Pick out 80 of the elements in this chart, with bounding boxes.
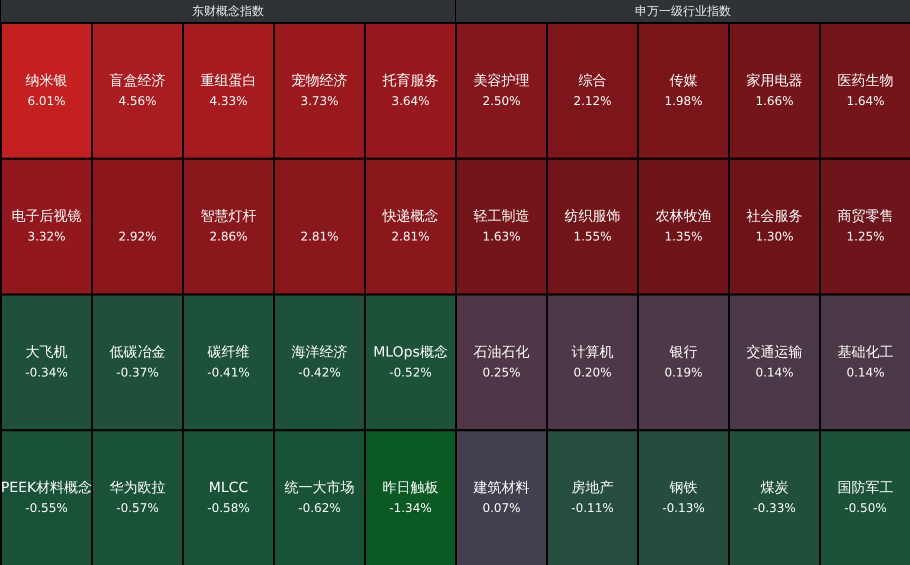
category-label: 农林牧渔 [656,208,712,225]
category-label: PEEK材料概念 [0,480,92,496]
category-label: 海洋经济 [292,344,348,360]
category-label: 昨日触板 [382,480,438,496]
category-label: 重组蛋白 [200,72,256,89]
category-label: 快递概念 [382,208,438,225]
data-label: -0.52% [389,365,432,380]
data-label: -1.34% [389,501,432,516]
category-label: 华为欧拉 [110,480,166,496]
category-label: 大飞机 [26,344,68,360]
category-label: 电子后视镜 [12,208,82,225]
data-label: 1.98% [664,94,703,108]
category-label: 房地产 [572,480,614,496]
data-label: 1.55% [573,230,612,244]
data-label: 2.86% [209,230,248,244]
category-label: 纳米银 [26,72,68,89]
text: 申万一级行业指数 [455,0,910,22]
data-label: 0.07% [482,501,521,516]
category-label: 纺织服饰 [564,208,620,225]
data-label: 2.12% [573,94,612,108]
data-label: 6.01% [27,94,66,108]
text: 东财概念指数 [0,0,455,22]
data-label: 2.81% [300,230,339,244]
data-label: 3.32% [27,230,66,244]
data-label: -0.11% [571,501,614,516]
category-label: 社会服务 [746,208,802,225]
data-label: 1.64% [846,94,885,108]
category-label: 交通运输 [746,344,802,360]
category-label: 碳纤维 [206,344,250,360]
category-label: 钢铁 [668,480,698,496]
category-label: MLCC [208,480,248,496]
data-label: 2.50% [482,94,521,108]
data-label: 1.30% [755,230,794,244]
data-label: -0.42% [298,365,341,380]
category-label: 美容护理 [474,72,530,89]
category-label: 传媒 [670,72,698,89]
data-label: 0.20% [573,365,612,380]
category-label: 石油石化 [474,344,530,360]
data-label: -0.41% [207,365,250,380]
data-label: -0.33% [753,501,796,516]
category-label: 煤炭 [760,480,788,496]
data-label: 3.73% [300,94,339,108]
data-label: -0.55% [25,501,68,516]
category-label: 盲盒经济 [110,72,166,89]
category-label: 托育服务 [382,72,438,89]
data-label: 4.33% [209,94,248,108]
data-label: 0.14% [755,365,794,380]
category-label: 统一大市场 [284,480,354,496]
data-label: 3.64% [391,94,430,108]
category-label: 智慧灯杆 [200,208,256,225]
data-label: -0.58% [207,501,250,516]
category-label: 计算机 [572,344,614,360]
category-label: 轻工制造 [474,208,530,225]
data-label: 4.56% [118,94,157,108]
data-label: -0.62% [298,501,341,516]
data-label: 1.35% [664,230,703,244]
data-label: 0.19% [664,365,703,380]
category-label: 建筑材料 [472,480,530,496]
data-label: -0.34% [25,365,68,380]
category-label: 低碳冶金 [110,344,166,360]
category-label: 基础化工 [838,344,894,360]
data-label: 1.25% [846,230,885,244]
category-label: MLOps概念 [373,344,448,360]
category-label: 家用电器 [746,72,802,89]
data-label: -0.37% [116,365,159,380]
data-label: 0.14% [846,365,885,380]
data-label: -0.57% [116,501,159,516]
data-label: -0.13% [662,501,705,516]
data-label: 0.25% [482,365,521,380]
data-label: -0.50% [844,501,887,516]
data-label: 2.92% [118,230,157,244]
data-label: 1.66% [755,94,794,108]
data-label: 1.63% [482,230,521,244]
category-label: 医药生物 [838,72,894,89]
category-label: 宠物经济 [292,72,348,89]
category-label: 银行 [668,344,698,360]
category-label: 国防军工 [838,480,894,496]
category-label: 综合 [578,72,606,89]
category-label: 商贸零售 [838,208,894,225]
data-label: 2.81% [391,230,430,244]
